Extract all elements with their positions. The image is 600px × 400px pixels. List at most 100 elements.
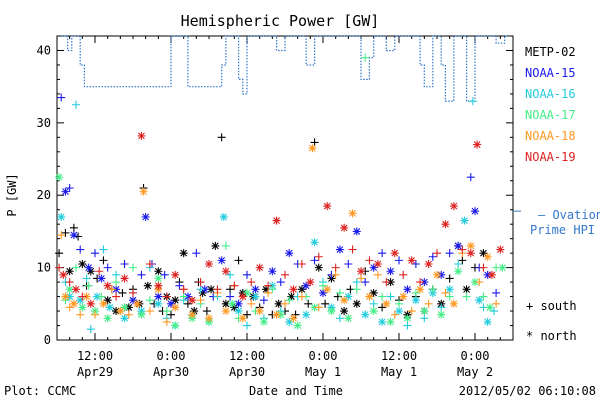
data-point-south <box>76 245 85 254</box>
data-point-south <box>268 285 277 294</box>
data-point-north <box>352 227 361 236</box>
y-axis-label: P [GW] <box>5 173 19 216</box>
legend-entry-noaa-15: NOAA-15 <box>525 66 576 80</box>
data-point-south <box>57 231 66 240</box>
data-point-south <box>378 292 387 301</box>
data-point-south <box>369 299 378 308</box>
data-point-north <box>78 303 87 312</box>
data-point-north <box>137 310 146 319</box>
data-point-north <box>154 292 163 301</box>
data-point-south <box>179 285 188 294</box>
series-noaa-17 <box>55 53 507 330</box>
data-point-north <box>120 303 129 312</box>
data-point-north <box>297 285 306 294</box>
data-point-north <box>112 285 121 294</box>
data-point-north <box>116 307 125 316</box>
data-point-south <box>333 292 342 301</box>
x-tick-label-date: May 2 <box>457 365 493 379</box>
data-point-south <box>445 249 454 258</box>
data-point-south <box>162 292 171 301</box>
data-point-north <box>211 241 220 250</box>
data-point-north <box>365 292 374 301</box>
data-point-north <box>59 270 68 279</box>
data-point-south <box>291 310 300 319</box>
x-tick-label-date: May 1 <box>381 365 417 379</box>
data-point-south <box>492 299 501 308</box>
data-point-south <box>407 307 416 316</box>
data-point-south <box>217 133 226 142</box>
data-point-north <box>272 310 281 319</box>
data-point-south <box>264 281 273 290</box>
series-metp-02 <box>55 133 488 319</box>
data-point-south <box>221 241 230 250</box>
data-point-south <box>285 296 294 305</box>
data-point-north <box>471 278 479 287</box>
data-point-south <box>361 53 370 62</box>
data-point-south <box>281 270 289 279</box>
data-point-south <box>475 278 484 287</box>
data-point-south <box>357 274 365 283</box>
series-noaa-19 <box>55 131 505 308</box>
data-point-north <box>129 296 137 305</box>
data-point-south <box>145 296 154 305</box>
data-point-north <box>411 296 420 305</box>
y-tick-label: 30 <box>37 116 51 130</box>
data-point-south <box>243 310 251 319</box>
data-point-north <box>302 310 311 319</box>
data-point-north <box>449 202 458 211</box>
data-point-north <box>183 292 192 301</box>
data-point-north <box>188 310 197 319</box>
data-point-north <box>369 288 378 297</box>
data-point-north <box>390 249 399 258</box>
data-point-north <box>276 310 285 319</box>
chart-title: Hemispheric Power [GW] <box>181 12 380 30</box>
data-point-north <box>403 314 412 323</box>
x-tick-label-time: 12:00 <box>229 349 265 363</box>
data-point-north <box>133 299 142 308</box>
data-point-south <box>179 292 188 301</box>
data-point-north <box>407 256 416 265</box>
data-point-north <box>99 299 108 308</box>
data-point-north <box>221 299 230 308</box>
data-point-south <box>352 278 361 287</box>
data-point-north <box>141 212 150 221</box>
data-point-north <box>487 270 496 279</box>
data-point-south <box>433 249 441 258</box>
data-point-north <box>171 270 180 279</box>
data-point-north <box>139 187 148 196</box>
series-noaa-15 <box>57 93 501 308</box>
data-point-south <box>91 249 99 258</box>
data-point-south <box>129 263 137 272</box>
data-point-south <box>55 263 64 272</box>
data-point-north <box>97 274 106 283</box>
data-point-south <box>314 303 323 312</box>
data-point-south <box>264 288 273 297</box>
data-point-north <box>289 314 298 323</box>
footer-timestamp: 2012/05/02 06:10:08 <box>459 384 596 398</box>
ovation-prime-hpi-line <box>61 35 509 102</box>
data-point-south <box>65 303 74 312</box>
data-point-south <box>479 292 488 301</box>
data-point-south <box>462 292 471 301</box>
data-point-north <box>473 140 482 149</box>
data-point-north <box>137 131 146 140</box>
data-point-north <box>344 292 353 301</box>
data-point-north <box>302 281 311 290</box>
data-point-south <box>259 296 268 305</box>
data-point-south <box>403 321 412 330</box>
data-point-south <box>107 285 116 294</box>
data-point-north <box>420 307 429 316</box>
data-point-north <box>361 310 370 319</box>
data-point-south <box>112 278 121 287</box>
data-point-north <box>171 321 180 330</box>
data-point-south <box>162 307 171 316</box>
data-point-south <box>112 270 121 279</box>
data-point-north <box>221 267 230 276</box>
data-point-north <box>72 285 80 294</box>
data-point-south <box>390 310 399 319</box>
x-tick-label-time: 12:00 <box>77 349 113 363</box>
data-point-north <box>105 303 114 312</box>
data-point-north <box>327 307 336 316</box>
data-point-north <box>259 317 268 326</box>
data-point-north <box>69 299 78 308</box>
